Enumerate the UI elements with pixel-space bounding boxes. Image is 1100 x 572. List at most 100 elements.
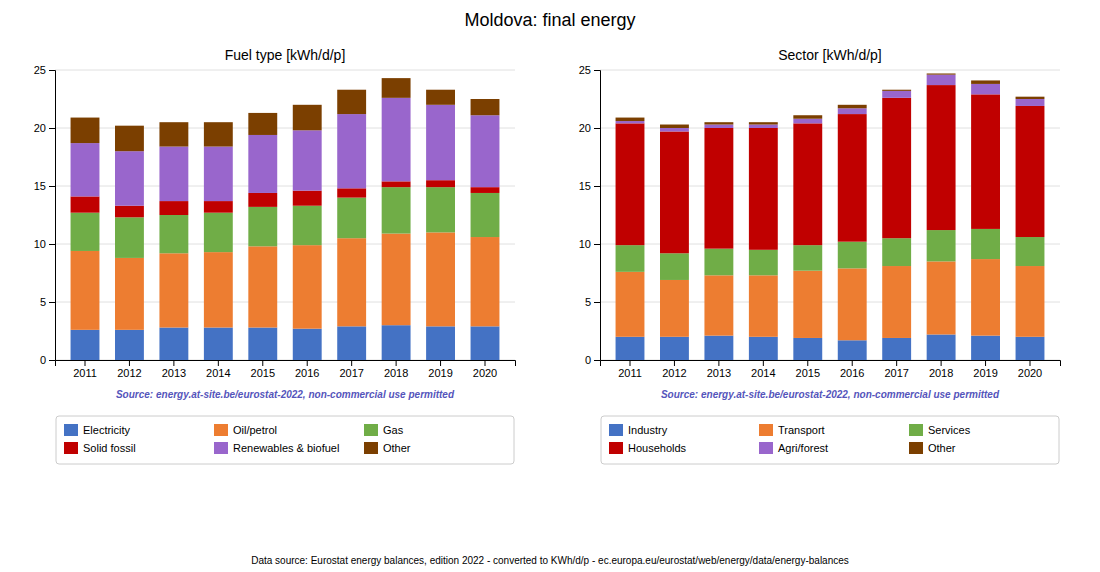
tick-label: 20 <box>34 122 46 134</box>
x-axis: 2011201220132014201520162017201820192020 <box>601 360 1061 379</box>
tick-mark <box>674 360 675 366</box>
tick: 2016 <box>840 360 864 379</box>
tick-label: 10 <box>579 238 591 250</box>
bar-segment <box>749 122 778 124</box>
tick-mark <box>49 70 55 71</box>
tick-mark <box>49 360 55 361</box>
tick-mark <box>129 360 130 366</box>
bar-segment <box>660 337 689 360</box>
tick: 2018 <box>384 360 408 379</box>
bar-segment <box>248 207 277 246</box>
tick-label: 2019 <box>428 367 452 379</box>
grid <box>600 70 1060 360</box>
bar-segment <box>248 135 277 193</box>
tick-mark <box>173 360 174 366</box>
tick: 5 <box>40 296 55 308</box>
bar-segment <box>293 105 322 131</box>
tick-mark <box>594 128 600 129</box>
bar-segment <box>838 114 867 242</box>
bar-segment <box>159 201 188 215</box>
tick: 10 <box>34 238 55 250</box>
tick-label: 2013 <box>707 367 731 379</box>
tick: 2018 <box>929 360 953 379</box>
tick-mark <box>807 360 808 366</box>
tick: 2019 <box>973 360 997 379</box>
legend-label: Other <box>928 442 956 454</box>
legend-label: Gas <box>383 424 404 436</box>
bar-segment <box>882 91 911 98</box>
legend-swatch <box>364 424 378 436</box>
bar-segment <box>616 118 645 121</box>
bar-segment <box>426 105 455 180</box>
legend-item: Households <box>609 442 687 454</box>
bar-segment <box>882 266 911 338</box>
legend-label: Agri/forest <box>778 442 828 454</box>
bar-segment <box>704 249 733 276</box>
bar-segment <box>1016 106 1045 237</box>
legend-label: Transport <box>778 424 825 436</box>
legend-label: Renewables & biofuel <box>233 442 339 454</box>
bar-segment <box>838 105 867 108</box>
tick: 2011 <box>618 360 642 379</box>
legend-label: Oil/petrol <box>233 424 277 436</box>
bar-segment <box>704 336 733 360</box>
bar-segment <box>838 340 867 360</box>
legend-label: Industry <box>628 424 668 436</box>
bar-segment <box>838 268 867 340</box>
bar-segment <box>382 325 411 360</box>
tick: 2014 <box>751 360 775 379</box>
bar-segment <box>971 80 1000 83</box>
tick: 2019 <box>428 360 452 379</box>
tick: 20 <box>34 122 55 134</box>
x-axis: 2011201220132014201520162017201820192020 <box>56 360 516 379</box>
tick: 5 <box>585 296 600 308</box>
bar-segment <box>838 242 867 269</box>
tick-label: 2013 <box>162 367 186 379</box>
tick: 2015 <box>796 360 820 379</box>
bar-segment <box>704 122 733 124</box>
bar-segment <box>616 272 645 337</box>
bar-segment <box>293 245 322 329</box>
tick: 2014 <box>206 360 230 379</box>
tick: 0 <box>40 354 55 366</box>
bar-segment <box>471 237 500 326</box>
bar-segment <box>337 188 366 197</box>
tick-label: 2014 <box>751 367 775 379</box>
tick-label: 2015 <box>796 367 820 379</box>
bar-segment <box>660 128 689 131</box>
tick: 2015 <box>251 360 275 379</box>
legend-swatch <box>909 442 923 454</box>
tick-mark <box>1030 360 1031 366</box>
legend-frame <box>601 416 1059 464</box>
bar-segment <box>660 131 689 253</box>
legend-swatch <box>64 424 78 436</box>
tick-mark <box>594 244 600 245</box>
bar-segment <box>71 143 100 196</box>
bar-segment <box>204 122 233 146</box>
legend-swatch <box>759 442 773 454</box>
bar-segment <box>426 180 455 187</box>
bar-segment <box>426 232 455 326</box>
footer-text: Data source: Eurostat energy balances, e… <box>251 555 849 566</box>
tick-mark <box>985 360 986 366</box>
y-axis: 0510152025 <box>579 64 601 366</box>
bar-segment <box>337 326 366 360</box>
bar-segment <box>793 119 822 124</box>
source-text: Source: energy.at-site.be/eurostat-2022,… <box>116 389 455 400</box>
tick-mark <box>718 360 719 366</box>
legend-item: Renewables & biofuel <box>214 442 339 454</box>
bar-segment <box>159 253 188 327</box>
bar-segment <box>204 213 233 252</box>
tick-mark <box>218 360 219 366</box>
bar-segment <box>159 215 188 253</box>
axis-line <box>56 361 516 367</box>
bar-segment <box>616 245 645 272</box>
tick-mark <box>594 302 600 303</box>
bar-segment <box>471 326 500 360</box>
legend-label: Solid fossil <box>83 442 136 454</box>
bar-segment <box>337 90 366 114</box>
bar-segment <box>382 98 411 182</box>
bar-segment <box>616 337 645 360</box>
tick: 25 <box>34 64 55 76</box>
legend: ElectricityOil/petrolGasSolid fossilRene… <box>56 416 514 464</box>
